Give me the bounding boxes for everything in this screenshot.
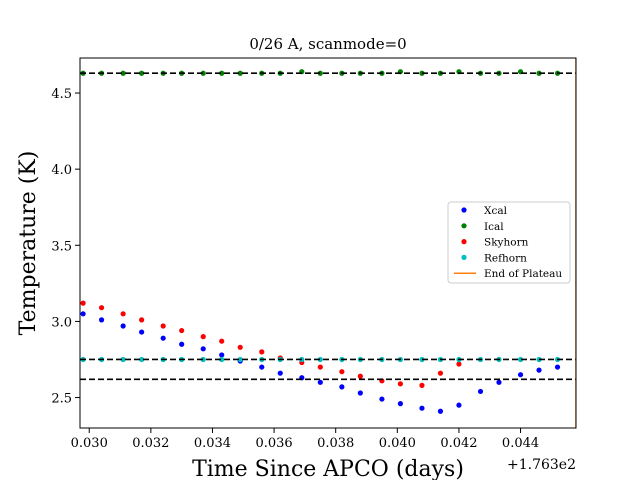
point-skyhorn-5 [179, 327, 185, 334]
x-tick-label: 0.040 [379, 436, 416, 451]
legend: Xcal Ical Skyhorn Refhorn End of Plateau [447, 201, 571, 284]
point-xcal-7 [219, 352, 225, 358]
point-skyhorn-9 [259, 349, 265, 355]
point-xcal-19 [456, 402, 462, 408]
point-ical-6 [200, 70, 206, 76]
point-skyhorn-1 [98, 305, 105, 311]
y-tick-label: 4.0 [51, 163, 72, 178]
point-refhorn-17 [419, 356, 425, 363]
legend-swatch-refhorn [461, 254, 467, 260]
chart-title: 0/26 A, scanmode=0 [249, 35, 406, 53]
point-ical-2 [120, 70, 126, 76]
point-refhorn-12 [317, 356, 323, 363]
point-xcal-3 [139, 329, 145, 335]
point-xcal-2 [120, 323, 126, 329]
legend-label-ical: Ical [484, 221, 504, 233]
point-skyhorn-2 [120, 311, 126, 317]
point-xcal-1 [98, 317, 105, 323]
point-refhorn-22 [517, 356, 524, 363]
axes: 0.030 0.032 0.034 0.036 0.038 0.040 0.042 0.044… [51, 57, 577, 451]
point-skyhorn-12 [317, 364, 323, 370]
legend-box [447, 201, 571, 284]
point-xcal-6 [200, 346, 206, 352]
point-xcal-22 [517, 372, 524, 378]
point-xcal-0 [80, 311, 86, 317]
point-ical-7 [219, 70, 225, 76]
point-skyhorn-18 [437, 370, 444, 376]
x-tick-label: 0.042 [440, 436, 477, 451]
point-ical-3 [139, 70, 145, 76]
x-offset-label: +1.763e2 [507, 457, 576, 473]
point-ical-12 [317, 70, 323, 76]
point-xcal-24 [554, 364, 561, 370]
y-tick-label: 3.0 [51, 315, 72, 330]
point-xcal-13 [339, 384, 345, 390]
point-ical-8 [237, 70, 243, 76]
point-xcal-5 [179, 341, 185, 347]
point-skyhorn-19 [456, 361, 462, 367]
point-xcal-18 [437, 408, 444, 414]
point-refhorn-3 [139, 356, 145, 363]
x-tick-label: 0.036 [255, 436, 292, 451]
point-xcal-4 [160, 335, 166, 341]
point-ical-17 [419, 70, 425, 76]
point-xcal-25 [576, 361, 581, 366]
x-tick-label: 0.032 [132, 436, 169, 451]
legend-label-end-of-plateau: End of Plateau [484, 268, 562, 280]
point-refhorn-6 [200, 356, 206, 363]
y-tick-label: 4.5 [51, 87, 72, 102]
point-skyhorn-16 [397, 381, 403, 387]
legend-label-refhorn: Refhorn [484, 252, 527, 264]
point-xcal-23 [536, 367, 542, 373]
x-tick-label: 0.030 [71, 436, 108, 451]
point-skyhorn-14 [357, 373, 363, 379]
legend-label-xcal: Xcal [484, 205, 508, 217]
legend-swatch-ical [461, 223, 467, 229]
x-axis-label: Time Since APCO (days) [192, 457, 464, 480]
y-axis-label: Temperature (K) [16, 151, 41, 336]
point-xcal-12 [317, 379, 323, 385]
point-skyhorn-13 [339, 369, 345, 375]
point-skyhorn-4 [160, 323, 166, 329]
point-xcal-14 [357, 390, 363, 396]
point-xcal-9 [259, 364, 265, 370]
point-refhorn-7 [219, 356, 225, 363]
y-tick-label: 2.5 [51, 392, 72, 407]
x-tick-label: 0.034 [194, 436, 231, 451]
point-skyhorn-0 [80, 300, 86, 306]
point-xcal-15 [379, 396, 385, 402]
x-tick-label: 0.038 [317, 436, 354, 451]
point-xcal-10 [277, 370, 283, 376]
point-skyhorn-6 [200, 334, 206, 340]
point-skyhorn-17 [419, 382, 425, 388]
legend-swatch-xcal [461, 207, 467, 213]
axes-frame [79, 57, 577, 429]
y-tick-label: 3.5 [51, 239, 72, 254]
x-tick-label: 0.044 [502, 436, 539, 451]
point-skyhorn-3 [139, 317, 145, 323]
point-refhorn-8 [237, 356, 243, 363]
point-refhorn-2 [120, 356, 126, 363]
point-xcal-16 [397, 401, 403, 407]
point-xcal-20 [477, 388, 484, 395]
point-skyhorn-7 [219, 338, 225, 344]
point-skyhorn-8 [237, 344, 243, 350]
plot-area [80, 58, 581, 428]
legend-label-skyhorn: Skyhorn [484, 237, 529, 249]
point-xcal-17 [419, 405, 425, 411]
legend-swatch-skyhorn [461, 239, 467, 245]
point-xcal-21 [496, 379, 502, 385]
